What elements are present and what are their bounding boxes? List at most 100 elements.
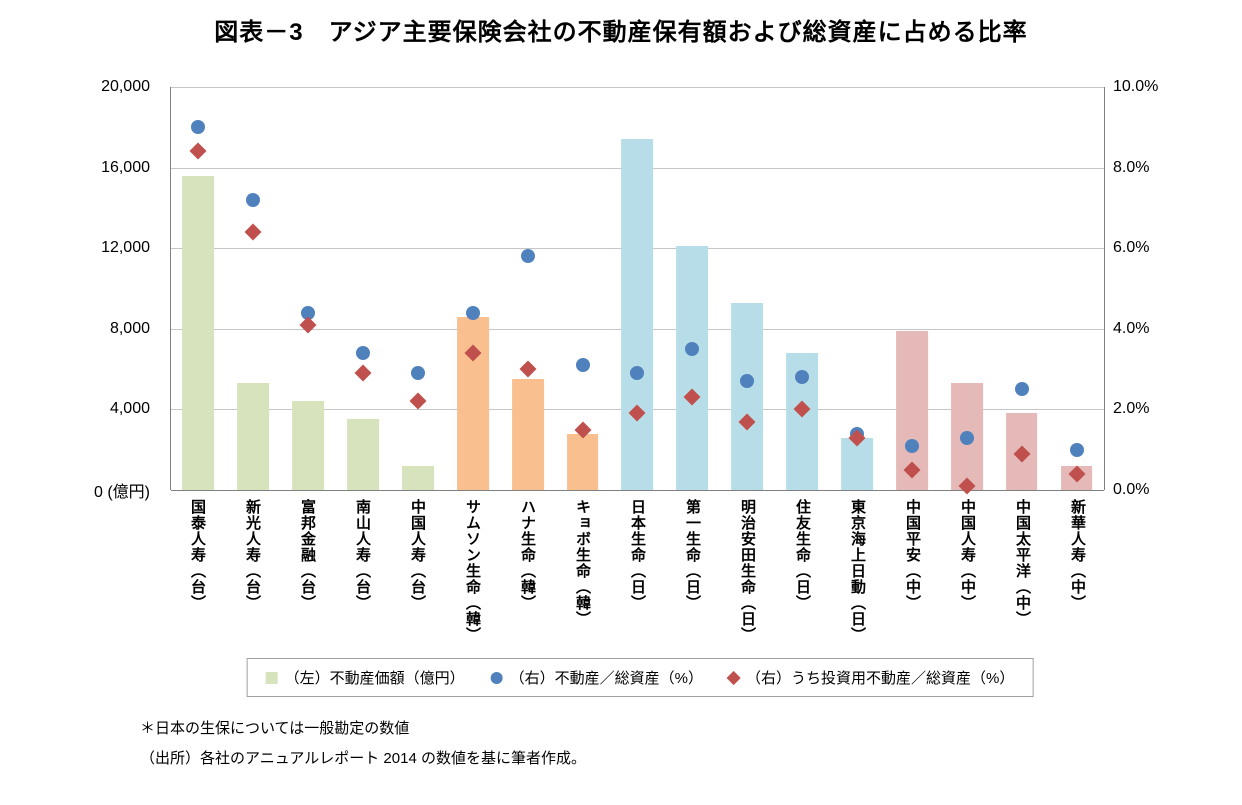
- category-label: 明治安田生命（日）: [739, 499, 756, 643]
- category-label-slot: 東京海上日動（日）: [830, 493, 885, 658]
- category-label: 第一生命（日）: [684, 499, 701, 611]
- ratio-circle-marker: [191, 120, 206, 135]
- footnote-general-account: ＊日本の生保については一般勘定の数値: [140, 720, 410, 737]
- x-axis-labels: 国泰人寿（台） 新光人寿（台） 富邦金融（台） 南山人寿（台） 中国人寿（台） サムソン生…: [170, 493, 1105, 658]
- ratio-circle-marker: [246, 192, 261, 207]
- category-label: 中国太平洋（中）: [1014, 499, 1031, 627]
- category-label: 中国人寿（中）: [959, 499, 976, 611]
- legend-label-bar: （左）不動産価額（億円）: [284, 670, 465, 687]
- ratio-circle-marker: [356, 345, 371, 360]
- category-label-slot: 新華人寿（中）: [1050, 493, 1105, 658]
- category-label-slot: 明治安田生命（日）: [720, 493, 775, 658]
- investment-ratio-diamond-marker: [354, 364, 372, 382]
- category-label-slot: 中国平安（中）: [885, 493, 940, 658]
- legend-item-diamond: （右）うち投資用不動産／総資産（%）: [726, 667, 1015, 688]
- right-axis-tick: 8.0%: [1113, 158, 1150, 176]
- category-slot: [1049, 87, 1104, 490]
- real-estate-value-bar: [731, 302, 764, 490]
- category-slot: [610, 87, 665, 490]
- diamond-marker-icon: [726, 670, 742, 685]
- category-label: サムソン生命（韓）: [464, 499, 481, 643]
- ratio-circle-marker: [410, 366, 425, 381]
- category-label-slot: 住友生命（日）: [775, 493, 830, 658]
- ratio-circle-marker: [795, 370, 810, 385]
- ratio-circle-marker: [630, 366, 645, 381]
- category-slot: [830, 87, 885, 490]
- ratio-circle-marker: [520, 249, 535, 264]
- real-estate-value-bar: [621, 139, 654, 490]
- left-axis-tick: 4,000: [109, 400, 150, 418]
- category-slot: [555, 87, 610, 490]
- investment-ratio-diamond-marker: [244, 223, 262, 241]
- category-label: 南山人寿（台）: [354, 499, 371, 611]
- legend-label-circle: （右）不動産／総資産（%）: [509, 670, 704, 687]
- category-label-slot: 南山人寿（台）: [335, 493, 390, 658]
- plot-area: [170, 87, 1105, 495]
- category-label-slot: 中国人寿（台）: [390, 493, 445, 658]
- category-label: 中国人寿（台）: [409, 499, 426, 611]
- footnote-source: （出所）各社のアニュアルレポート 2014 の数値を基に筆者作成。: [140, 750, 586, 767]
- left-axis-tick: 20,000: [101, 78, 150, 95]
- legend-item-bar: （左）不動産価額（億円）: [265, 667, 465, 688]
- ratio-circle-marker: [465, 305, 480, 320]
- category-label: 国泰人寿（台）: [189, 499, 206, 611]
- category-slot: [720, 87, 775, 490]
- category-label: 日本生命（日）: [629, 499, 646, 611]
- ratio-circle-marker: [1069, 442, 1084, 457]
- right-axis-tick: 10.0%: [1113, 78, 1159, 95]
- category-label-slot: サムソン生命（韓）: [445, 493, 500, 658]
- circle-marker-icon: [490, 671, 503, 684]
- real-estate-value-bar: [182, 175, 215, 490]
- category-label: 新華人寿（中）: [1069, 499, 1086, 611]
- legend: （左）不動産価額（億円） （右）不動産／総資産（%） （右）うち投資用不動産／総…: [246, 658, 1034, 697]
- bar-swatch-icon: [265, 671, 278, 684]
- category-slot: [336, 87, 391, 490]
- category-slot: [994, 87, 1049, 490]
- category-label: 中国平安（中）: [904, 499, 921, 611]
- category-slot: [665, 87, 720, 490]
- ratio-circle-marker: [740, 374, 755, 389]
- right-axis-tick: 4.0%: [1113, 319, 1150, 337]
- category-label: 住友生命（日）: [793, 499, 811, 611]
- category-label-slot: 富邦金融（台）: [280, 493, 335, 658]
- category-slot: [500, 87, 555, 490]
- category-slot: [391, 87, 446, 490]
- real-estate-value-bar: [511, 379, 544, 490]
- left-axis-tick: 8,000: [109, 319, 150, 337]
- left-axis-tick: 12,000: [101, 239, 150, 257]
- right-axis-tick: 2.0%: [1113, 400, 1150, 418]
- ratio-circle-marker: [904, 438, 919, 453]
- real-estate-value-bar: [237, 383, 270, 490]
- ratio-circle-marker: [575, 358, 590, 373]
- investment-ratio-diamond-marker: [299, 316, 317, 334]
- left-axis-tick: 16,000: [101, 158, 150, 176]
- category-label-slot: 中国太平洋（中）: [995, 493, 1050, 658]
- ratio-circle-marker: [301, 305, 316, 320]
- category-label: キョボ生命（韓）: [574, 499, 591, 627]
- category-label: ハナ生命（韓）: [519, 499, 536, 611]
- category-slot: [939, 87, 994, 495]
- right-axis-tick: 6.0%: [1113, 239, 1150, 257]
- category-slot: [775, 87, 830, 490]
- legend-label-diamond: （右）うち投資用不動産／総資産（%）: [746, 670, 1015, 687]
- legend-item-circle: （右）不動産／総資産（%）: [490, 667, 704, 688]
- category-slot: [171, 87, 226, 490]
- gridline: [171, 87, 1104, 88]
- real-estate-value-bar: [456, 316, 489, 490]
- category-label: 新光人寿（台）: [244, 499, 261, 611]
- real-estate-value-bar: [676, 246, 709, 490]
- category-slot: [445, 87, 500, 490]
- x-axis-line: [171, 490, 1104, 491]
- right-axis-tick: 0.0%: [1113, 481, 1150, 498]
- footnotes: ＊日本の生保については一般勘定の数値 （出所）各社のアニュアルレポート 2014…: [140, 714, 586, 774]
- ratio-circle-marker: [685, 341, 700, 356]
- category-label: 富邦金融（台）: [299, 499, 316, 611]
- category-label-slot: 中国人寿（中）: [940, 493, 995, 658]
- investment-ratio-diamond-marker: [519, 360, 537, 378]
- ratio-circle-marker: [959, 430, 974, 445]
- category-label-slot: ハナ生命（韓）: [500, 493, 555, 658]
- category-label-slot: キョボ生命（韓）: [555, 493, 610, 658]
- real-estate-value-bar: [566, 433, 599, 490]
- category-label: 東京海上日動（日）: [849, 499, 866, 643]
